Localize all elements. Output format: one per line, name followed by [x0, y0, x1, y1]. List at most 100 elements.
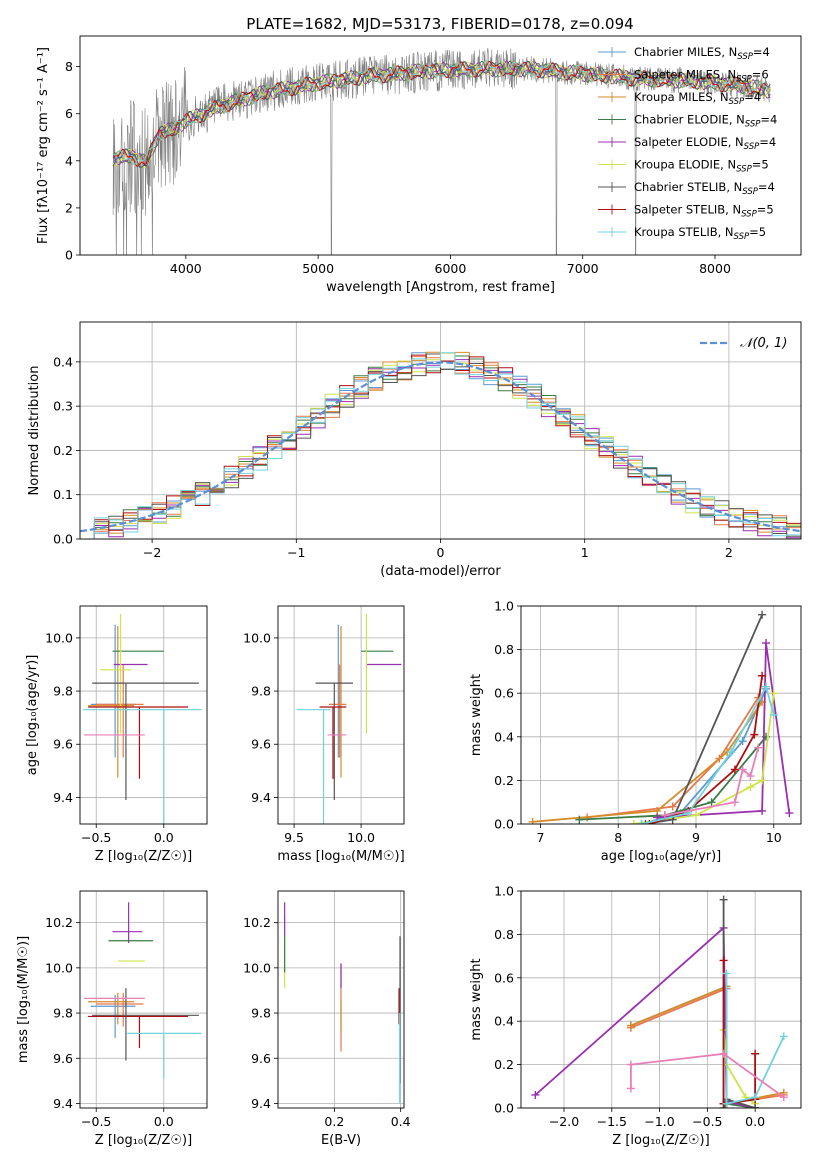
- weight_vs_Z-ylabel: mass weight: [469, 958, 484, 1040]
- figure-title: PLATE=1682, MJD=53173, FIBERID=0178, z=0…: [246, 15, 633, 33]
- y-tick-label: 9.8: [53, 684, 73, 699]
- legend-label: Salpeter ELODIE, NSSP=4: [634, 135, 776, 152]
- spectrum-panel: 4000 5000 6000 7000 8000 0 2 4 6 8 wavelength [Ang…: [36, 35, 802, 295]
- weight-marker: [528, 817, 537, 824]
- weight_vs_Z-xlabel: Z [log₁₀(Z/Z☉)]: [612, 1133, 709, 1148]
- y-tick-label: 0.4: [53, 354, 73, 369]
- y-tick-label: 9.4: [251, 790, 271, 805]
- spectrum-plot-area: [112, 48, 771, 255]
- weight-line: [630, 1052, 785, 1098]
- mass_vs_EBV-xlabel: E(B-V): [321, 1133, 361, 1148]
- weight-line: [534, 925, 756, 1108]
- y-tick-label: 10.0: [45, 960, 73, 975]
- weight-line: [725, 973, 785, 1105]
- legend-label: 𝒩(0, 1): [740, 336, 787, 351]
- legend-label: Salpeter MILES, NSSP=6: [634, 68, 769, 85]
- x-tick-label: −0.5: [81, 830, 111, 845]
- y-tick-label: 0.3: [53, 399, 73, 414]
- weight-marker: [719, 956, 728, 965]
- weight_vs_Z-plot-area: [531, 895, 788, 1108]
- y-tick-label: 10.2: [243, 915, 271, 930]
- y-tick-label: 0.2: [494, 1057, 514, 1072]
- y-tick-label: 9.8: [53, 1006, 73, 1021]
- legend-label: Chabrier ELODIE, NSSP=4: [634, 113, 777, 130]
- y-tick-label: 0.8: [494, 927, 514, 942]
- y-tick-label: 0.4: [494, 729, 514, 744]
- x-tick-label: 0.0: [745, 1114, 765, 1129]
- x-tick-label: 8000: [699, 261, 731, 276]
- weight-marker: [758, 671, 767, 680]
- y-tick-label: 9.8: [251, 1006, 271, 1021]
- residuals-panel: −2 −1 0 1 2 0.0 0.1 0.2 0.3 0.4 (data-model)/error…: [27, 321, 802, 579]
- weight-line: [649, 675, 763, 824]
- y-tick-label: 0: [65, 248, 73, 263]
- y-tick-label: 0.6: [494, 686, 514, 701]
- x-tick-label: −2: [143, 545, 161, 560]
- x-tick-label: 5000: [302, 261, 334, 276]
- y-tick-label: 0.8: [494, 642, 514, 657]
- x-tick-label: 0.0: [154, 1114, 174, 1129]
- weight_vs_age-frame: [520, 605, 802, 825]
- weight-marker: [746, 782, 755, 791]
- mass_vs_EBV-plot-area: [284, 902, 401, 1104]
- x-tick-label: 6000: [435, 261, 467, 276]
- weight-marker: [751, 1049, 760, 1058]
- weight-marker: [769, 711, 778, 719]
- weight-marker: [751, 1093, 760, 1102]
- age_vs_mass-plot-area: [296, 613, 402, 824]
- plot-layer: 4000 5000 6000 7000 8000 0 2 4 6 8 wavelength [Ang…: [16, 35, 802, 1148]
- age_vs_Z-xlabel: Z [log₁₀(Z/Z☉)]: [95, 849, 192, 864]
- y-tick-label: 9.6: [251, 737, 271, 752]
- weight-marker: [750, 730, 759, 739]
- residuals-plot-area: [80, 351, 801, 539]
- spectrum-legend: Chabrier MILES, NSSP=4 Salpeter MILES, NS…: [598, 45, 777, 242]
- spectrum-ylabel: Flux [fλ10⁻¹⁷ erg cm⁻² s⁻¹ A⁻¹]: [36, 47, 51, 244]
- weight-marker: [730, 765, 739, 774]
- y-tick-label: 0.6: [494, 970, 514, 985]
- weight-marker: [779, 1032, 788, 1041]
- y-tick-label: 0.0: [494, 817, 514, 832]
- y-tick-label: 10.0: [45, 630, 73, 645]
- weight-marker: [531, 1090, 540, 1099]
- weight_vs_age-panel: 7 8 9 10 0.0 0.2 0.4 0.6 0.8 1.0 age [log₁₀(age/yr…: [469, 599, 802, 864]
- x-tick-label: 7000: [567, 261, 599, 276]
- weight-marker: [575, 815, 584, 824]
- y-tick-label: 0.0: [53, 532, 73, 547]
- weight-marker: [722, 969, 731, 978]
- age_vs_Z-ylabel: age [log₁₀(age/yr)]: [25, 655, 40, 776]
- x-tick-label: −0.5: [81, 1114, 111, 1129]
- x-tick-label: 2: [725, 545, 733, 560]
- x-tick-label: −0.5: [692, 1114, 722, 1129]
- mass_vs_EBV-frame: [277, 890, 405, 1109]
- y-tick-label: 9.4: [53, 790, 73, 805]
- weight_vs_age-plot-area: [528, 610, 794, 824]
- mass_vs_Z-ylabel: mass [log₁₀(M/M☉)]: [16, 936, 31, 1063]
- histogram-step: [80, 352, 801, 539]
- weight-marker: [746, 772, 755, 781]
- y-tick-label: 0.0: [494, 1101, 514, 1116]
- weight-line: [722, 1029, 756, 1105]
- y-tick-label: 8: [65, 59, 73, 74]
- mass_vs_EBV-panel: 0.2 0.4 9.4 9.6 9.8 10.0 10.2 E(B-V): [243, 890, 411, 1148]
- y-tick-label: 0.4: [494, 1014, 514, 1029]
- age_vs_Z-frame: [79, 605, 208, 825]
- y-tick-label: 6: [65, 106, 73, 121]
- model-spectrum: [112, 60, 771, 166]
- weight-marker: [692, 811, 700, 820]
- weight-marker: [762, 682, 770, 691]
- weight-marker: [660, 811, 669, 820]
- weight_vs_age-xlabel: age [log₁₀(age/yr)]: [601, 849, 722, 864]
- y-tick-label: 9.6: [251, 1051, 271, 1066]
- x-tick-label: 7: [536, 830, 544, 845]
- weight-marker: [754, 743, 763, 752]
- weight-marker: [626, 1021, 635, 1030]
- weight-line: [657, 642, 791, 819]
- weight_vs_age-ylabel: mass weight: [469, 674, 484, 756]
- weight-marker: [637, 820, 646, 824]
- legend-label: Kroupa ELODIE, NSSP=5: [634, 158, 769, 175]
- weight-marker: [707, 798, 716, 807]
- y-tick-label: 10.2: [45, 915, 73, 930]
- legend-label: Chabrier STELIB, NSSP=4: [634, 180, 775, 197]
- spectrum-frame: [79, 35, 802, 256]
